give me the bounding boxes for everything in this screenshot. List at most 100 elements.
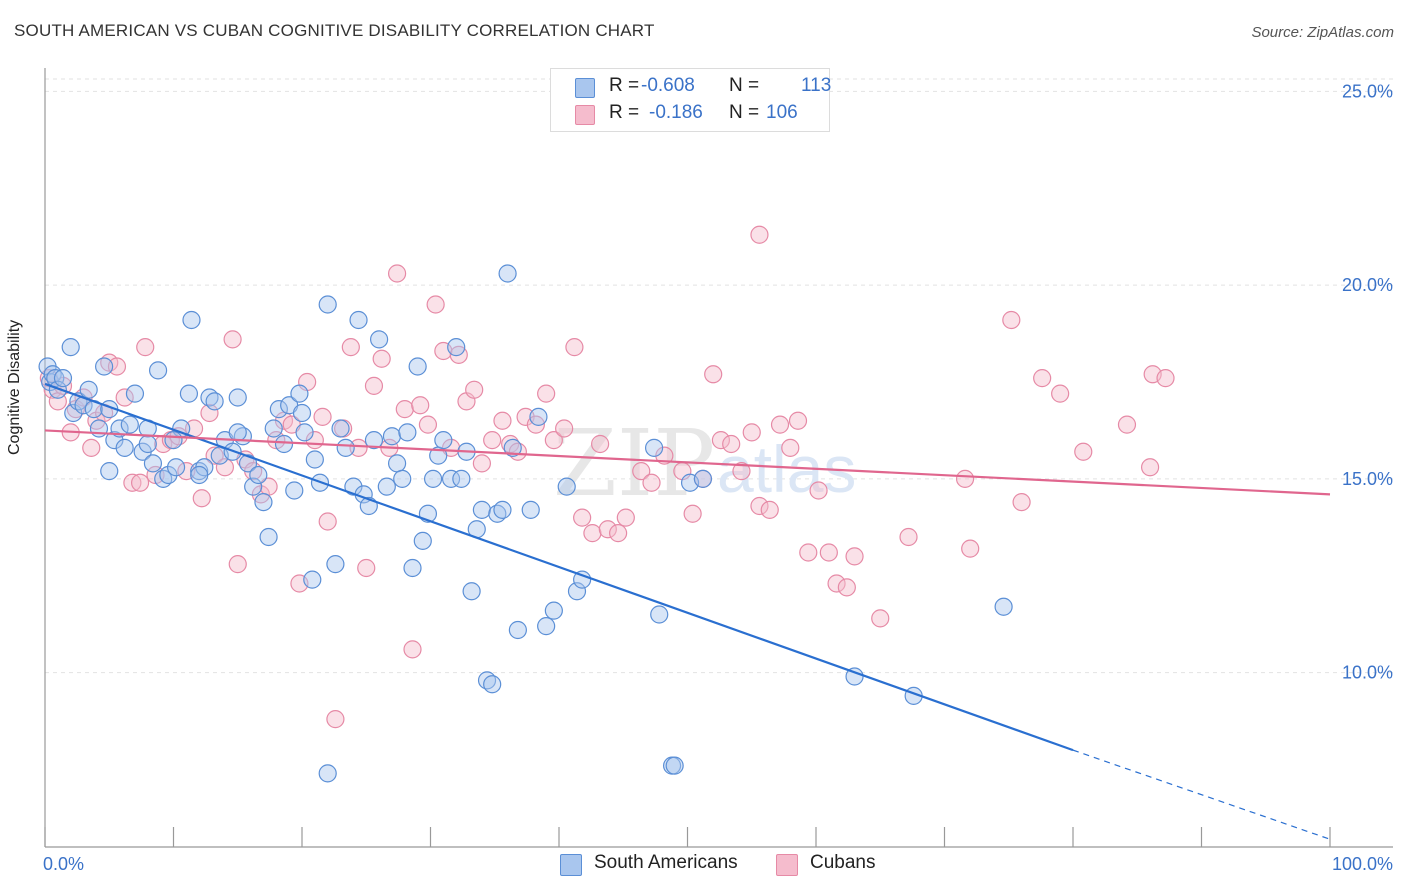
cuban-point bbox=[136, 338, 155, 357]
south-american-point bbox=[190, 465, 209, 485]
cuban-point bbox=[583, 524, 602, 543]
cuban-point bbox=[1117, 415, 1137, 434]
x-tick-label: 0.0% bbox=[43, 854, 84, 874]
cuban-point bbox=[871, 609, 890, 628]
cuban-point bbox=[364, 376, 384, 395]
cuban-point bbox=[418, 415, 438, 434]
cuban-legend-swatch bbox=[776, 854, 798, 876]
cuban-point bbox=[318, 512, 337, 531]
cuban-point bbox=[107, 357, 127, 376]
south-american-point bbox=[529, 407, 548, 426]
cuban-point bbox=[82, 438, 101, 457]
cuban-point bbox=[799, 543, 818, 562]
cuban-n-value: 106 bbox=[766, 102, 798, 123]
cuban-point bbox=[1074, 442, 1093, 461]
cuban-point bbox=[313, 407, 332, 426]
south-american-point bbox=[274, 434, 294, 454]
south-american-point bbox=[557, 477, 576, 496]
cuban-point bbox=[809, 481, 828, 500]
south-american-point bbox=[408, 357, 427, 376]
cuban-legend-label: Cubans bbox=[810, 852, 876, 873]
cuban-point bbox=[750, 225, 769, 244]
south-n-label: N = bbox=[729, 75, 760, 96]
south-american-point bbox=[285, 481, 304, 500]
cuban-point bbox=[616, 508, 635, 527]
south-american-point bbox=[61, 338, 80, 357]
south-american-point bbox=[115, 438, 134, 457]
cuban-point bbox=[403, 640, 422, 659]
south-american-point bbox=[521, 500, 540, 519]
cuban-point bbox=[372, 349, 391, 368]
cuban-point bbox=[760, 500, 779, 519]
cuban-point bbox=[573, 508, 592, 527]
cuban-point bbox=[1002, 310, 1021, 330]
south-american-point bbox=[228, 388, 247, 407]
cuban-point bbox=[642, 473, 661, 492]
cuban-trend-line bbox=[44, 429, 1331, 496]
south-american-point bbox=[349, 310, 368, 330]
south-american-point bbox=[318, 295, 337, 314]
south-american-point bbox=[503, 438, 522, 457]
cuban-point bbox=[387, 264, 407, 283]
south-american-points bbox=[38, 264, 1013, 783]
south-american-point bbox=[472, 500, 491, 519]
south-american-point bbox=[483, 675, 502, 694]
cuban-point bbox=[326, 710, 345, 729]
cuban-point bbox=[223, 330, 242, 349]
south-american-point bbox=[125, 384, 145, 403]
cuban-point bbox=[1051, 384, 1070, 403]
tick-labels: 10.0% 15.0% 20.0% 25.0% 0.0% 100.0% bbox=[43, 81, 1393, 874]
south-american-point bbox=[48, 380, 67, 399]
cuban-point bbox=[722, 434, 741, 454]
cuban-point bbox=[598, 520, 617, 539]
south-american-point bbox=[573, 570, 592, 589]
cuban-point bbox=[537, 384, 556, 403]
south-american-point bbox=[95, 357, 114, 376]
cuban-point bbox=[472, 454, 491, 473]
cuban-point bbox=[781, 438, 800, 457]
cuban-point bbox=[732, 462, 751, 481]
south-american-point bbox=[143, 454, 163, 473]
y-tick-label: 10.0% bbox=[1342, 663, 1393, 683]
south-american-point bbox=[264, 419, 283, 438]
south-american-point bbox=[377, 477, 396, 496]
cuban-point bbox=[483, 431, 502, 450]
legend-row-cuban: R = -0.186 N = 106 bbox=[551, 102, 829, 126]
cuban-point bbox=[750, 496, 769, 516]
south-american-point bbox=[179, 384, 199, 403]
south-american-point bbox=[249, 465, 268, 485]
cuban-point bbox=[899, 527, 918, 547]
cuban-point bbox=[205, 446, 224, 465]
cuban-point bbox=[1140, 458, 1160, 477]
cuban-point bbox=[845, 547, 864, 566]
cuban-point bbox=[357, 558, 376, 578]
south-american-point bbox=[100, 462, 119, 481]
cuban-point bbox=[123, 473, 142, 492]
cuban-point bbox=[395, 400, 414, 419]
cuban-point bbox=[1033, 369, 1052, 388]
cuban-point bbox=[341, 338, 360, 357]
cuban-point bbox=[192, 489, 211, 508]
cuban-point bbox=[609, 524, 628, 543]
south-american-point bbox=[290, 384, 309, 403]
cuban-r-label: R = bbox=[609, 102, 640, 123]
cuban-point bbox=[827, 574, 846, 593]
south-american-point bbox=[295, 423, 314, 442]
trend-lines bbox=[44, 382, 1331, 840]
cuban-point bbox=[1012, 493, 1031, 512]
south-american-point bbox=[441, 469, 461, 488]
south-american-point bbox=[120, 415, 139, 434]
south-legend-swatch bbox=[560, 854, 582, 876]
south-american-point bbox=[498, 264, 517, 283]
south-american-point bbox=[508, 620, 527, 640]
cuban-swatch bbox=[575, 105, 595, 125]
south-american-point bbox=[138, 434, 157, 454]
south-american-point bbox=[398, 423, 417, 442]
south-american-point bbox=[382, 427, 402, 446]
south-american-point bbox=[994, 597, 1013, 616]
cuban-point bbox=[115, 388, 134, 407]
south-american-point bbox=[79, 380, 98, 399]
south-american-point bbox=[434, 431, 453, 450]
south-american-point bbox=[205, 392, 224, 411]
south-american-point bbox=[423, 469, 443, 488]
